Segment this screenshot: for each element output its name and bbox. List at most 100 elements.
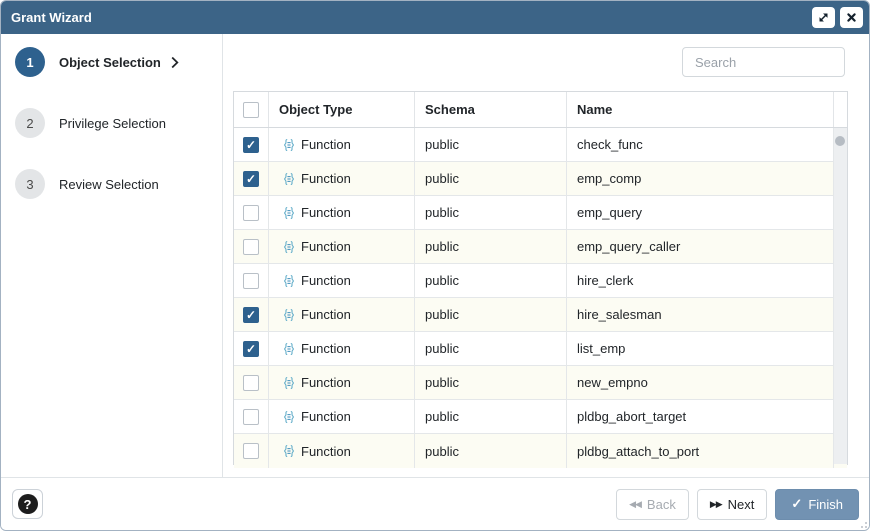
step-privilege-selection: 2 Privilege Selection (15, 108, 222, 138)
row-object-type: Function (301, 443, 351, 459)
table-row[interactable]: Function public emp_comp (234, 162, 847, 196)
row-checkbox[interactable] (243, 340, 259, 357)
row-checkbox[interactable] (243, 374, 259, 391)
table-scrollbar[interactable] (834, 128, 847, 464)
row-schema: public (415, 400, 567, 433)
step-label: Object Selection (59, 54, 161, 70)
row-object-type-cell: Function (269, 162, 415, 195)
row-object-type-cell: Function (269, 332, 415, 365)
step-label: Privilege Selection (59, 115, 166, 131)
row-object-type-cell: Function (269, 128, 415, 161)
row-object-type-cell: Function (269, 196, 415, 229)
back-arrows-icon: ◀◀ (629, 498, 642, 509)
table-row[interactable]: Function public emp_query (234, 196, 847, 230)
step-number-badge: 3 (15, 169, 45, 199)
objects-table: Object Type Schema Name Function publ (233, 91, 848, 468)
row-name: emp_query (567, 196, 834, 229)
function-icon (282, 206, 296, 220)
step-number-badge: 1 (15, 47, 45, 77)
header-scrollbar-spacer (834, 92, 847, 127)
next-button-label: Next (727, 496, 755, 512)
row-schema: public (415, 264, 567, 297)
row-schema: public (415, 434, 567, 468)
row-checkbox-cell (234, 162, 269, 195)
back-button-label: Back (646, 496, 676, 512)
row-checkbox-cell (234, 366, 269, 399)
row-object-type-cell: Function (269, 400, 415, 433)
row-schema: public (415, 162, 567, 195)
scrollbar-thumb[interactable] (835, 136, 845, 146)
function-icon (282, 138, 296, 152)
table-row[interactable]: Function public hire_clerk (234, 264, 847, 298)
check-icon: ✓ (791, 496, 803, 511)
row-name: hire_salesman (567, 298, 834, 331)
help-button[interactable]: ? (12, 489, 43, 519)
row-checkbox-cell (234, 264, 269, 297)
row-checkbox-cell (234, 332, 269, 365)
search-input[interactable] (682, 47, 845, 77)
maximize-icon (817, 11, 830, 24)
header-checkbox-cell (234, 92, 269, 127)
next-button[interactable]: ▶▶ Next (696, 488, 768, 520)
row-object-type-cell: Function (269, 366, 415, 399)
row-checkbox-cell (234, 196, 269, 229)
row-object-type: Function (301, 409, 351, 424)
back-button[interactable]: ◀◀ Back (616, 488, 689, 520)
table-row[interactable]: Function public pldbg_abort_target (234, 400, 847, 434)
row-checkbox[interactable] (243, 204, 259, 221)
row-schema: public (415, 366, 567, 399)
row-checkbox-cell (234, 128, 269, 161)
row-name: pldbg_attach_to_port (567, 434, 834, 468)
row-object-type: Function (301, 273, 351, 288)
row-object-type-cell: Function (269, 298, 415, 331)
table-row[interactable]: Function public new_empno (234, 366, 847, 400)
step-label: Review Selection (59, 176, 159, 192)
row-name: list_emp (567, 332, 834, 365)
row-schema: public (415, 128, 567, 161)
row-checkbox[interactable] (243, 136, 259, 153)
function-icon (282, 274, 296, 288)
function-icon (282, 240, 296, 254)
row-name: emp_query_caller (567, 230, 834, 263)
row-checkbox[interactable] (243, 306, 259, 323)
chevron-right-icon (171, 56, 179, 69)
maximize-button[interactable] (812, 7, 835, 28)
wizard-steps-panel: 1 Object Selection 2 Privilege Selection… (1, 34, 223, 477)
resize-grip[interactable] (857, 518, 867, 528)
table-body: Function public check_func Function publ… (234, 128, 847, 468)
row-checkbox[interactable] (243, 272, 259, 289)
row-checkbox[interactable] (243, 408, 259, 425)
row-checkbox[interactable] (243, 443, 259, 459)
select-all-checkbox[interactable] (243, 101, 259, 118)
row-schema: public (415, 298, 567, 331)
function-icon (282, 376, 296, 390)
table-row[interactable]: Function public hire_salesman (234, 298, 847, 332)
row-schema: public (415, 230, 567, 263)
table-row[interactable]: Function public emp_query_caller (234, 230, 847, 264)
row-object-type: Function (301, 341, 351, 356)
titlebar[interactable]: Grant Wizard (1, 1, 869, 34)
finish-button[interactable]: ✓ Finish (775, 488, 859, 520)
row-object-type-cell: Function (269, 264, 415, 297)
table-row[interactable]: Function public pldbg_attach_to_port (234, 434, 847, 468)
help-icon: ? (17, 494, 38, 514)
table-header-row: Object Type Schema Name (234, 92, 847, 128)
row-object-type-cell: Function (269, 434, 415, 468)
table-row[interactable]: Function public list_emp (234, 332, 847, 366)
row-object-type: Function (301, 205, 351, 220)
row-object-type: Function (301, 375, 351, 390)
next-arrows-icon: ▶▶ (709, 498, 723, 509)
row-name: new_empno (567, 366, 834, 399)
row-schema: public (415, 332, 567, 365)
row-checkbox[interactable] (243, 238, 259, 255)
function-icon (282, 444, 296, 458)
function-icon (282, 308, 296, 322)
table-row[interactable]: Function public check_func (234, 128, 847, 162)
function-icon (282, 172, 296, 186)
row-checkbox-cell (234, 434, 269, 468)
row-checkbox[interactable] (243, 170, 259, 187)
row-name: emp_comp (567, 162, 834, 195)
close-button[interactable] (840, 7, 863, 28)
row-object-type: Function (301, 239, 351, 254)
